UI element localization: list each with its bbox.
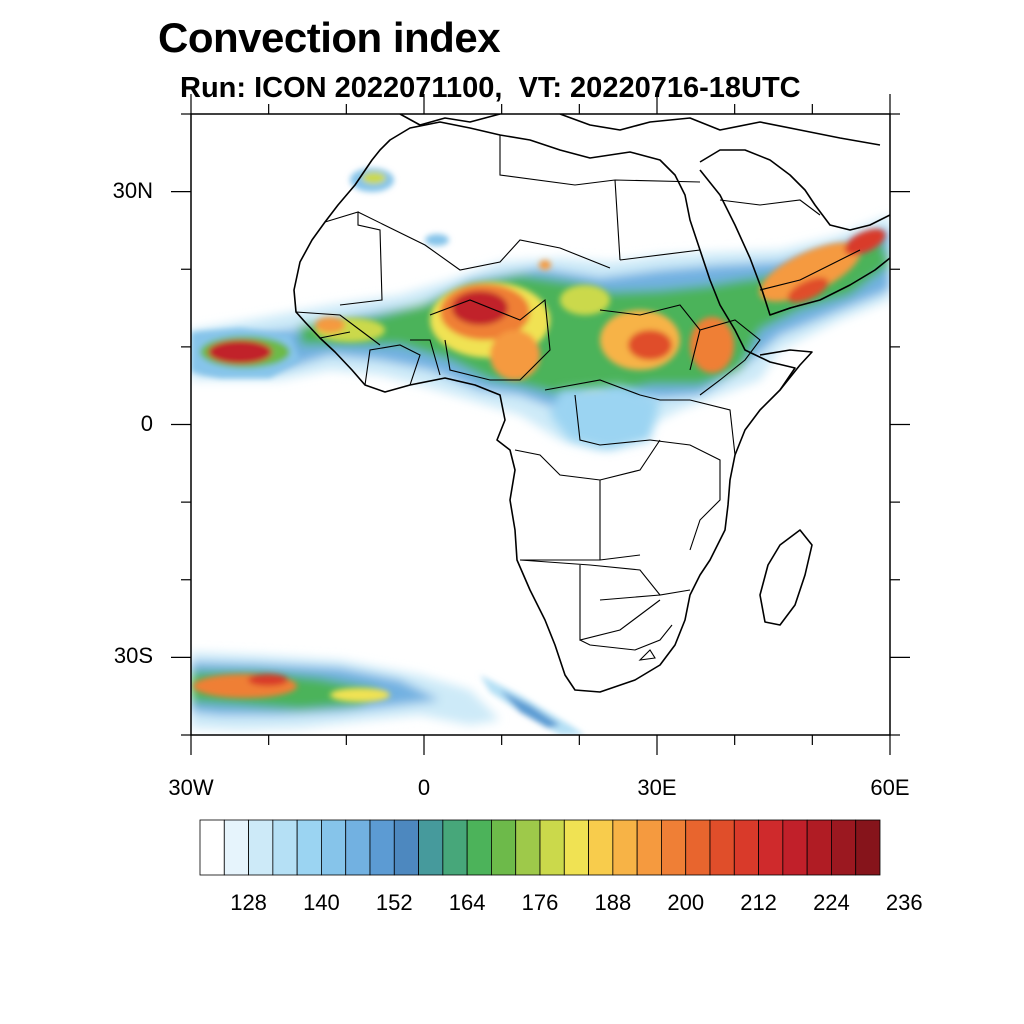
lat-label: 30S xyxy=(113,643,153,669)
colorbar-label: 128 xyxy=(230,890,267,915)
colorbar-swatch xyxy=(345,819,371,876)
congo-blue xyxy=(550,385,660,450)
colorbar-label: 188 xyxy=(594,890,632,915)
colorbar-swatch xyxy=(248,819,274,876)
colorbar-swatch xyxy=(612,819,638,876)
colorbar-swatch xyxy=(733,819,759,876)
lat-label: 0 xyxy=(140,410,153,436)
lon-label: 30E xyxy=(637,775,677,800)
colorbar-swatch xyxy=(515,819,541,876)
core-west-africa-red xyxy=(452,291,508,325)
border-central xyxy=(544,379,690,446)
coastlines xyxy=(293,114,890,693)
lat-label: 30N xyxy=(112,177,153,203)
colorbar-swatch xyxy=(758,819,784,876)
country-borders xyxy=(295,135,861,661)
south-atlantic-front-yellow xyxy=(330,688,390,702)
border-nigeria-chad xyxy=(429,298,551,381)
border-east-africa xyxy=(649,399,736,551)
colorbar-label: 152 xyxy=(375,890,413,915)
madagascar-coastline xyxy=(759,529,813,626)
lon-label: 0 xyxy=(417,775,431,800)
core-arabia-red xyxy=(844,229,886,255)
colorbar-swatch xyxy=(296,819,322,876)
colorbar-label: 140 xyxy=(303,890,340,915)
core-chad-yellow xyxy=(560,285,610,315)
sahara-patch-blue xyxy=(425,234,449,246)
africa-coastline xyxy=(293,121,796,693)
core-arabia-east-red xyxy=(787,277,829,303)
chart-subtitle: Run: ICON 2022071100, VT: 20220716-18UTC xyxy=(180,72,801,104)
colorbar-label: 212 xyxy=(740,890,777,915)
core-nigeria-orange xyxy=(490,330,540,380)
border-algeria-mali xyxy=(357,211,611,271)
border-sudan xyxy=(599,249,701,371)
colorbar-swatch xyxy=(588,819,614,876)
colorbar-swatch xyxy=(393,819,419,876)
border-libya-egypt xyxy=(499,135,701,261)
chart-title: Convection index xyxy=(158,14,501,61)
somalia-horn xyxy=(759,349,813,391)
core-mali-small xyxy=(539,260,551,270)
colorbar-swatch xyxy=(223,819,249,876)
border-arabia xyxy=(719,199,861,316)
colorbar-swatch xyxy=(418,819,444,876)
colorbar-swatch xyxy=(442,819,468,876)
colorbar-swatch xyxy=(199,819,225,876)
core-ethiopia-orange xyxy=(690,317,734,373)
core-arabia-orange xyxy=(759,242,861,302)
colorbar-swatch xyxy=(321,819,347,876)
border-west-small xyxy=(295,311,441,386)
south-atlantic-streak xyxy=(480,675,585,735)
colorbar-swatch xyxy=(636,819,662,876)
south-atlantic-front-red xyxy=(248,674,288,686)
border-ethiopia xyxy=(699,319,761,396)
south-atlantic-streak-blue xyxy=(500,690,560,728)
border-congo xyxy=(514,439,661,561)
colorbar-label: 164 xyxy=(448,890,486,915)
colorbar-swatch xyxy=(831,819,857,876)
colorbar-swatch xyxy=(709,819,735,876)
atlantic-itcz-red xyxy=(208,340,272,364)
lon-label: 30W xyxy=(168,775,214,800)
lon-label: 60E xyxy=(870,775,910,800)
colorbar-swatch xyxy=(685,819,711,876)
colorbar-label: 200 xyxy=(667,890,705,915)
colorbar-swatch xyxy=(661,819,687,876)
colorbar-swatch xyxy=(806,819,832,876)
axis-ticks xyxy=(171,94,910,755)
europe-coastline xyxy=(399,114,881,146)
colorbar-swatch xyxy=(563,819,589,876)
colorbar-swatch xyxy=(272,819,298,876)
morocco-patch-green xyxy=(362,172,386,184)
core-guinea-orange xyxy=(315,317,345,333)
core-sudan-red xyxy=(628,330,672,360)
colorbar-label: 176 xyxy=(521,890,559,915)
border-southern xyxy=(519,559,691,641)
colorbar-swatch xyxy=(369,819,395,876)
colorbar-swatch xyxy=(539,819,565,876)
colorbar-label: 224 xyxy=(813,890,850,915)
colorbar xyxy=(199,819,881,876)
colorbar-label: 236 xyxy=(885,890,923,915)
colorbar-swatch xyxy=(491,819,517,876)
colorbar-swatch xyxy=(466,819,492,876)
colorbar-swatch xyxy=(782,819,808,876)
border-sahara-west xyxy=(324,211,383,306)
border-south-africa xyxy=(579,624,673,661)
colorbar-swatch xyxy=(855,819,881,876)
